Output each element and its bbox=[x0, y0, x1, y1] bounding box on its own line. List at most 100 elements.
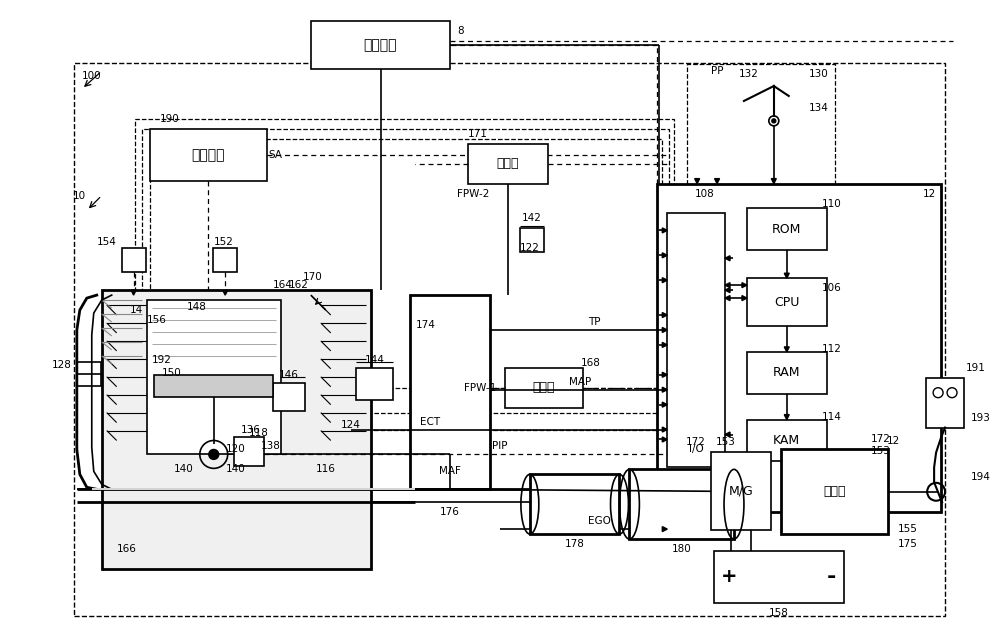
Bar bbox=[667, 213, 725, 468]
Text: 140: 140 bbox=[174, 464, 194, 475]
Bar bbox=[711, 453, 771, 530]
Bar bbox=[781, 450, 888, 534]
Text: TP: TP bbox=[588, 317, 601, 327]
Text: 178: 178 bbox=[565, 539, 585, 549]
Text: 142: 142 bbox=[522, 213, 542, 223]
Text: CPU: CPU bbox=[774, 296, 799, 308]
Circle shape bbox=[209, 450, 219, 459]
Text: 156: 156 bbox=[147, 315, 166, 325]
Polygon shape bbox=[662, 228, 667, 233]
Polygon shape bbox=[662, 402, 667, 407]
Bar bbox=[77, 362, 101, 386]
Bar bbox=[410, 295, 490, 489]
Polygon shape bbox=[725, 256, 730, 261]
Text: 192: 192 bbox=[152, 355, 171, 365]
Bar bbox=[150, 139, 662, 388]
Bar bbox=[629, 469, 734, 539]
Polygon shape bbox=[662, 253, 667, 258]
Text: FPW-1: FPW-1 bbox=[464, 383, 496, 393]
Polygon shape bbox=[662, 278, 667, 283]
Polygon shape bbox=[725, 288, 730, 292]
Bar bbox=[273, 383, 305, 411]
Bar bbox=[530, 475, 619, 534]
Text: 148: 148 bbox=[186, 302, 206, 312]
Text: 变速器: 变速器 bbox=[823, 486, 846, 498]
Text: 8: 8 bbox=[457, 26, 463, 36]
Text: 136: 136 bbox=[241, 424, 261, 435]
Bar bbox=[520, 229, 544, 252]
Bar bbox=[154, 375, 273, 397]
Text: 158: 158 bbox=[769, 608, 789, 618]
Bar bbox=[234, 437, 264, 466]
Text: 116: 116 bbox=[316, 464, 336, 475]
Bar bbox=[505, 368, 583, 408]
Polygon shape bbox=[784, 415, 789, 420]
Text: EGO: EGO bbox=[588, 516, 611, 526]
Polygon shape bbox=[662, 427, 667, 432]
Text: 152: 152 bbox=[214, 238, 234, 247]
Text: 134: 134 bbox=[809, 103, 829, 113]
Bar bbox=[687, 64, 835, 189]
Text: ROM: ROM bbox=[772, 223, 801, 236]
Bar bbox=[747, 420, 827, 461]
Text: KAM: KAM bbox=[773, 434, 800, 447]
Text: 132: 132 bbox=[739, 69, 759, 79]
Text: MAP: MAP bbox=[569, 377, 591, 387]
Text: 194: 194 bbox=[971, 472, 991, 482]
Text: PIP: PIP bbox=[492, 441, 508, 451]
Text: 138: 138 bbox=[261, 441, 281, 451]
Polygon shape bbox=[725, 296, 730, 301]
Bar bbox=[714, 551, 844, 603]
Polygon shape bbox=[715, 178, 720, 184]
Polygon shape bbox=[662, 328, 667, 332]
Text: ECT: ECT bbox=[420, 417, 440, 426]
Bar bbox=[122, 249, 146, 272]
Polygon shape bbox=[662, 437, 667, 442]
Text: 122: 122 bbox=[520, 243, 540, 253]
Polygon shape bbox=[784, 273, 789, 278]
Text: 180: 180 bbox=[672, 544, 692, 554]
Text: 162: 162 bbox=[289, 280, 309, 290]
Bar bbox=[747, 352, 827, 393]
Polygon shape bbox=[725, 283, 730, 288]
Text: 164: 164 bbox=[273, 280, 293, 290]
Bar bbox=[147, 300, 281, 455]
Text: 175: 175 bbox=[898, 539, 918, 549]
Polygon shape bbox=[131, 290, 136, 295]
Text: 176: 176 bbox=[440, 507, 460, 517]
Polygon shape bbox=[771, 178, 776, 184]
Text: 190: 190 bbox=[160, 114, 179, 124]
Bar bbox=[150, 129, 267, 180]
Text: 146: 146 bbox=[279, 370, 299, 380]
Text: 106: 106 bbox=[822, 283, 841, 293]
Text: I/O: I/O bbox=[689, 444, 704, 455]
Bar bbox=[468, 144, 548, 184]
Bar bbox=[102, 290, 371, 569]
Text: 114: 114 bbox=[822, 412, 842, 422]
Bar bbox=[926, 378, 964, 428]
Text: 171: 171 bbox=[468, 129, 488, 139]
Bar bbox=[747, 278, 827, 326]
Bar bbox=[142, 129, 669, 413]
Text: FPW-2: FPW-2 bbox=[457, 189, 489, 198]
Polygon shape bbox=[662, 387, 667, 392]
Text: MAF: MAF bbox=[439, 466, 461, 477]
Text: 110: 110 bbox=[822, 198, 841, 209]
Text: 166: 166 bbox=[117, 544, 137, 554]
Polygon shape bbox=[742, 283, 747, 288]
Text: 153: 153 bbox=[870, 446, 890, 457]
Text: 124: 124 bbox=[341, 419, 361, 430]
Text: 112: 112 bbox=[822, 344, 842, 354]
Polygon shape bbox=[695, 178, 700, 184]
Polygon shape bbox=[662, 343, 667, 347]
Text: PP: PP bbox=[711, 66, 723, 76]
Text: M/G: M/G bbox=[729, 485, 753, 498]
Text: 12: 12 bbox=[887, 437, 900, 446]
Text: 燃料系统: 燃料系统 bbox=[364, 38, 397, 52]
Bar bbox=[74, 63, 945, 616]
Bar bbox=[747, 209, 827, 251]
Text: 140: 140 bbox=[226, 464, 246, 475]
Text: 12: 12 bbox=[923, 189, 936, 198]
Text: 14: 14 bbox=[130, 305, 143, 315]
Text: 191: 191 bbox=[966, 363, 986, 373]
